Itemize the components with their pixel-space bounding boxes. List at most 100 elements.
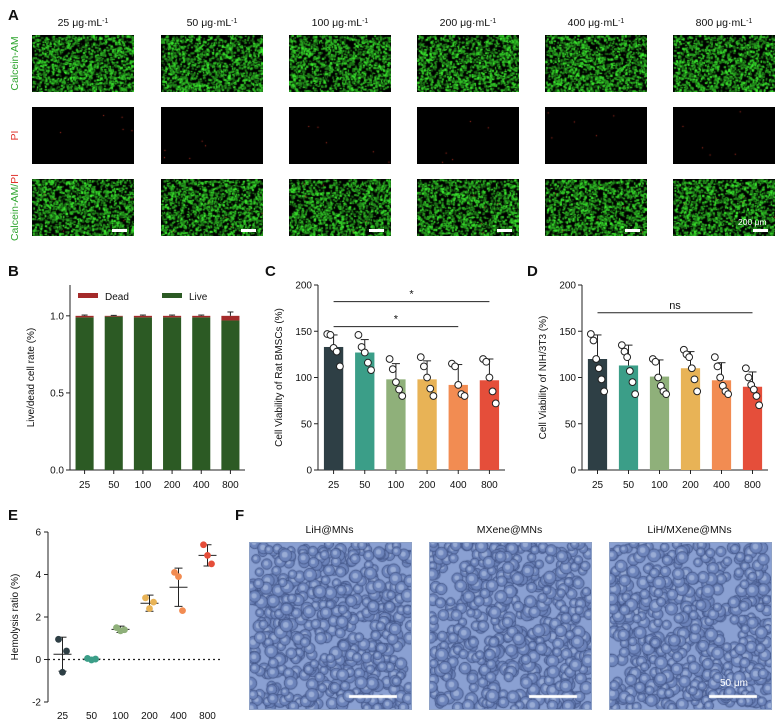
- panel-d-data-point: [623, 353, 632, 362]
- panel-d-data-point: [631, 390, 640, 399]
- panel-b-x-tick-label: 400: [193, 480, 210, 491]
- panel-d-data-point: [724, 390, 733, 399]
- panel-d-data-point: [685, 353, 694, 362]
- blood-cell-image: [609, 542, 772, 710]
- panel-c-y-tick-label: 100: [295, 373, 312, 384]
- panel-letter-A: A: [8, 7, 19, 24]
- panel-b-x-tick-label: 100: [135, 480, 152, 491]
- panel-c-data-point: [426, 384, 435, 393]
- concentration-superscript: -1: [231, 18, 237, 25]
- panel-d-bar: [649, 376, 670, 470]
- scale-bar: [625, 229, 640, 232]
- panel-b-bar-dead: [133, 315, 152, 318]
- merged-image: [289, 179, 391, 236]
- panel-c-data-point: [460, 392, 469, 400]
- pi-image: [32, 107, 134, 164]
- panel-b-x-tick-label: 800: [222, 480, 239, 491]
- panel-d-data-point: [597, 375, 606, 384]
- scale-bar-label: 200 μm: [738, 217, 767, 227]
- panel-c-data-point: [482, 357, 491, 366]
- panel-c-x-tick-label: 100: [388, 480, 405, 491]
- panel-c-x-tick-label: 200: [419, 480, 436, 491]
- panel-c-data-point: [336, 362, 344, 371]
- panel-d-data-point: [617, 341, 626, 350]
- blood-cell-image: [429, 542, 592, 710]
- panel-d-bar: [711, 380, 732, 470]
- panel-d-y-tick-label: 0: [570, 466, 576, 477]
- panel-b-legend-swatch-live: [162, 293, 182, 298]
- panel-d-significance-label: ns: [669, 300, 681, 312]
- panel-letter-D: D: [527, 263, 538, 280]
- panel-e-data-point: [59, 668, 66, 676]
- panel-c-data-point: [416, 353, 425, 362]
- panel-letter-F: F: [235, 507, 244, 524]
- panel-d-data-point: [589, 336, 598, 345]
- calcein-image: [673, 35, 775, 92]
- concentration-label: 400 μg·mL-1: [568, 17, 625, 29]
- panel-d-bar: [680, 368, 701, 470]
- panel-b-x-tick-label: 25: [79, 480, 91, 491]
- panel-c-data-point: [388, 365, 397, 374]
- panel-c-data-point: [420, 362, 428, 371]
- panel-c-bar: [479, 380, 500, 470]
- scale-bar: [369, 229, 384, 232]
- panel-d-data-point: [744, 373, 753, 382]
- panel-c-data-point: [385, 355, 394, 363]
- panel-c-y-tick-label: 150: [295, 327, 312, 338]
- panel-c-data-point: [392, 378, 400, 387]
- scale-bar: [241, 229, 256, 232]
- panel-c-data-point: [332, 347, 341, 356]
- panel-b-bar-dead: [104, 315, 123, 317]
- panel-d-y-tick-label: 50: [565, 419, 577, 430]
- pi-image: [545, 107, 647, 164]
- panel-d-x-tick-label: 50: [623, 480, 635, 491]
- panel-d-data-point: [586, 330, 595, 338]
- panel-c-y-tick-label: 50: [301, 419, 313, 430]
- panel-b-bar-dead: [163, 315, 182, 318]
- panel-d-x-tick-label: 100: [651, 480, 668, 491]
- panel-b-y-axis-label: Live/dead cell rate (%): [26, 328, 37, 428]
- panel-b-bar-live: [104, 316, 123, 470]
- panel-e-y-tick-label: 4: [35, 570, 41, 581]
- calcein-image: [32, 35, 134, 92]
- calcein-image: [161, 35, 263, 92]
- panel-c-bar: [386, 379, 406, 470]
- panel-d-data-point: [713, 362, 722, 371]
- panel-d-data-point: [693, 387, 702, 396]
- panel-e-data-point: [150, 598, 157, 606]
- merged-image: [673, 179, 775, 236]
- scale-bar: [753, 229, 768, 232]
- panel-b-y-tick-label: 0.5: [50, 388, 64, 399]
- concentration-superscript: -1: [362, 18, 368, 25]
- panel-e-data-point: [208, 560, 215, 568]
- panel-d-x-tick-label: 200: [682, 480, 699, 491]
- concentration-label: 50 μg·mL-1: [187, 17, 238, 29]
- row-label-calcein: Calcein-AM: [9, 36, 21, 90]
- merged-image: [417, 179, 519, 236]
- panel-c-bar: [448, 384, 468, 470]
- blood-cell-image: [249, 542, 412, 710]
- panel-d-data-point: [600, 387, 609, 396]
- panel-c-data-point: [488, 387, 497, 396]
- panel-d-y-tick-label: 100: [559, 373, 576, 384]
- panel-f-title: LiH@MNs: [306, 524, 354, 536]
- scale-bar: [497, 229, 512, 232]
- panel-b-x-tick-label: 50: [108, 480, 120, 491]
- panel-c-data-point: [367, 366, 375, 375]
- panel-d-data-point: [749, 385, 758, 394]
- panel-d-bar: [587, 359, 608, 470]
- panel-d-x-tick-label: 800: [744, 480, 761, 491]
- panel-e-data-point: [146, 605, 153, 612]
- panel-d-data-point: [755, 401, 764, 410]
- scale-bar: [112, 229, 127, 232]
- pi-image: [161, 107, 263, 164]
- panel-b-y-tick-label: 1.0: [50, 311, 64, 322]
- panel-c-x-tick-label: 800: [481, 480, 498, 491]
- panel-c-y-tick-label: 200: [295, 281, 312, 292]
- panel-c-data-point: [395, 385, 403, 394]
- row-label-part: PI: [9, 174, 21, 184]
- row-label-part: /: [9, 184, 21, 187]
- merged-image: [32, 179, 134, 236]
- panel-d-x-tick-label: 400: [713, 480, 730, 491]
- panel-e-x-tick-label: 400: [170, 711, 187, 722]
